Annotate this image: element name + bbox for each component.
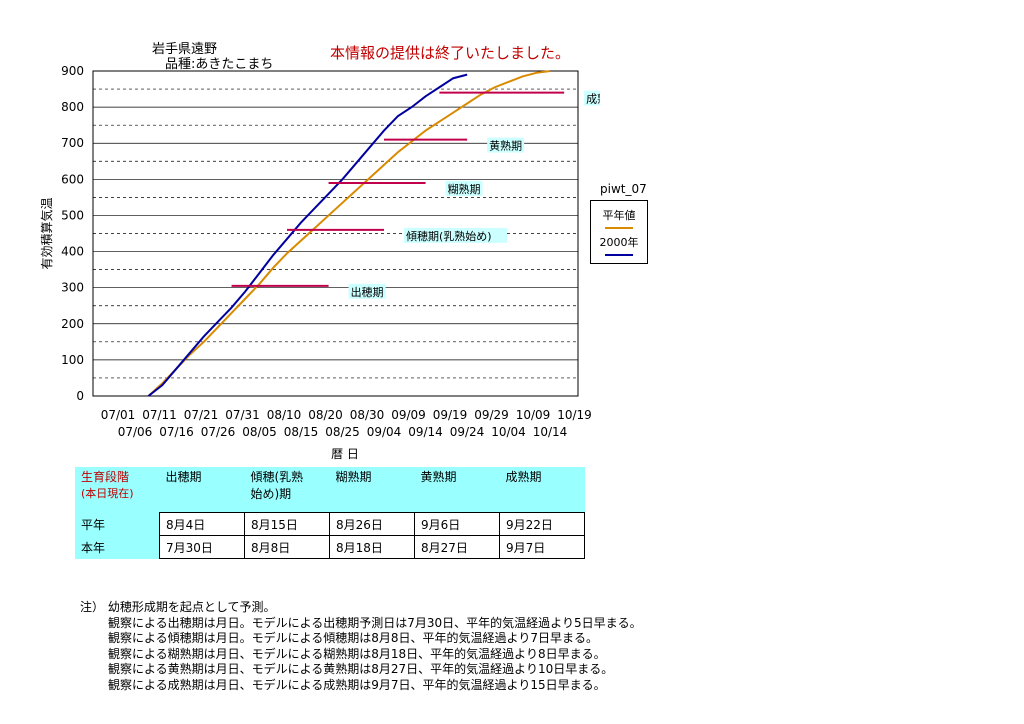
header-text: 始め)期 <box>250 487 292 501</box>
legend-label-2000: 2000年 <box>599 236 639 249</box>
note-line: 注） 幼穂形成期を起点として予測。 <box>80 600 276 614</box>
y-axis-label: 有効積算気温 <box>39 197 54 269</box>
x-tick-label: 08/20 <box>308 408 343 422</box>
x-tick-label: 07/21 <box>184 408 219 422</box>
legend-swatch-2000 <box>605 254 633 256</box>
x-axis-label: 暦 日 <box>331 447 359 461</box>
x-tick-label: 10/14 <box>533 425 568 439</box>
x-tick-label: 07/06 <box>118 425 153 439</box>
header-text: 出穂期 <box>165 470 202 484</box>
x-tick-label: 08/10 <box>267 408 302 422</box>
x-tick-label: 09/04 <box>367 425 402 439</box>
table-row: 本年 7月30日 8月8日 8月18日 8月27日 9月7日 <box>75 535 585 559</box>
table-cell: 8月18日 <box>329 535 415 559</box>
x-tick-label: 09/09 <box>391 408 426 422</box>
stage-label-bg <box>404 227 507 243</box>
x-tick-label: 10/19 <box>557 408 592 422</box>
header-text: 糊熟期 <box>335 470 372 484</box>
table-header-cell: 成熟期 <box>499 467 585 513</box>
table-cell: 8月8日 <box>244 535 330 559</box>
x-tick-label: 07/01 <box>101 408 136 422</box>
location-label: 岩手県遠野 <box>152 42 218 57</box>
x-tick-label: 08/30 <box>350 408 385 422</box>
note-line: 観察による出穂期は月日。モデルによる出穂期予測日は7月30日、平年的気温経過より… <box>108 615 642 630</box>
y-tick-label: 500 <box>61 208 84 222</box>
x-tick-label: 07/16 <box>159 425 194 439</box>
table-corner-cell: 生育段階 (本日現在) <box>75 467 160 513</box>
stage-label-bg <box>445 180 483 196</box>
header-text: 傾穂(乳熟 <box>250 470 304 484</box>
y-tick-label: 0 <box>76 389 84 403</box>
legend-label-normal: 平年値 <box>602 209 636 222</box>
stage-label-bg <box>584 90 600 106</box>
x-tick-label: 08/15 <box>284 425 319 439</box>
legend-title: piwt_07 <box>600 182 647 196</box>
note-line: 観察による黄熟期は月日、モデルによる黄熟期は8月27日、平年的気温経過より10日… <box>108 662 614 676</box>
y-tick-label: 100 <box>61 353 84 367</box>
x-tick-label: 10/04 <box>491 425 526 439</box>
table-header-cell: 黄熟期 <box>414 467 500 513</box>
table-cell: 8月27日 <box>414 535 500 559</box>
table-cell: 8月15日 <box>244 512 330 536</box>
service-ended-notice: 本情報の提供は終了いたしました。 <box>330 44 571 62</box>
variety-label: 品種:あきたこまち <box>165 57 274 72</box>
notes-section: 注） 幼穂形成期を起点として予測。 観察による出穂期は月日。モデルによる出穂期予… <box>80 600 642 693</box>
x-tick-label: 09/19 <box>433 408 468 422</box>
header-text: 成熟期 <box>505 470 542 484</box>
x-tick-label: 07/26 <box>201 425 236 439</box>
table-header-cell: 傾穂(乳熟始め)期 <box>244 467 330 513</box>
growth-stage-table: 生育段階 (本日現在) 出穂期 傾穂(乳熟始め)期 糊熟期 黄熟期 成熟期 平年… <box>75 467 585 559</box>
stage-label-bg <box>487 137 525 153</box>
table-header-cell: 糊熟期 <box>329 467 415 513</box>
y-tick-label: 400 <box>61 245 84 259</box>
x-tick-label: 09/24 <box>450 425 485 439</box>
x-tick-label: 10/09 <box>516 408 551 422</box>
table-cell: 9月6日 <box>414 512 500 536</box>
y-tick-label: 300 <box>61 281 84 295</box>
y-tick-label: 900 <box>61 64 84 78</box>
y-tick-label: 800 <box>61 100 84 114</box>
table-row: 平年 8月4日 8月15日 8月26日 9月6日 9月22日 <box>75 512 585 536</box>
accumulated-temperature-chart: 0 100 200 300 400 500 600 700 800 900 有効積算気温 07/01 0… <box>39 64 600 461</box>
x-tick-label: 07/31 <box>225 408 260 422</box>
chart-legend: 平年値 2000年 <box>590 200 648 264</box>
legend-swatch-normal <box>605 227 633 229</box>
table-header-cell: 出穂期 <box>159 467 245 513</box>
note-line: 観察による傾穂期は月日。モデルによる傾穂期は8月8日、平年的気温経過より7日早ま… <box>108 631 598 645</box>
row-label: 平年 <box>75 512 160 536</box>
corner-label: 生育段階 <box>81 470 130 484</box>
stage-marker-label: 傾穂期(乳熟始め) <box>406 229 492 243</box>
y-tick-label: 200 <box>61 317 84 331</box>
series-line-2000 <box>147 73 468 397</box>
table-cell: 8月26日 <box>329 512 415 536</box>
y-tick-label: 700 <box>61 136 84 150</box>
table-cell: 9月7日 <box>499 535 585 559</box>
stage-marker-label: 黄熟期 <box>489 139 522 153</box>
row-label: 本年 <box>75 535 160 559</box>
x-tick-label: 08/25 <box>325 425 360 439</box>
corner-sublabel: (本日現在) <box>81 487 134 500</box>
table-cell: 7月30日 <box>159 535 245 559</box>
y-tick-label: 600 <box>61 172 84 186</box>
x-tick-label: 08/05 <box>242 425 277 439</box>
stage-marker-label: 糊熟期 <box>448 182 481 196</box>
stage-marker-label: 成熟期 <box>586 92 600 106</box>
x-tick-label: 07/11 <box>142 408 177 422</box>
header-text: 黄熟期 <box>420 470 457 484</box>
x-tick-label: 09/29 <box>474 408 509 422</box>
table-header-row: 生育段階 (本日現在) 出穂期 傾穂(乳熟始め)期 糊熟期 黄熟期 成熟期 <box>75 467 585 513</box>
stage-marker-label: 出穂期 <box>351 285 384 299</box>
stage-label-bg <box>348 283 386 299</box>
table-cell: 9月22日 <box>499 512 585 536</box>
note-line: 観察による成熟期は月日、モデルによる成熟期は9月7日、平年的気温経過より15日早… <box>108 677 606 692</box>
note-line: 観察による糊熟期は月日、モデルによる糊熟期は8月18日、平年的気温経過より8日早… <box>108 646 606 661</box>
x-tick-label: 09/14 <box>408 425 443 439</box>
table-cell: 8月4日 <box>159 512 245 536</box>
